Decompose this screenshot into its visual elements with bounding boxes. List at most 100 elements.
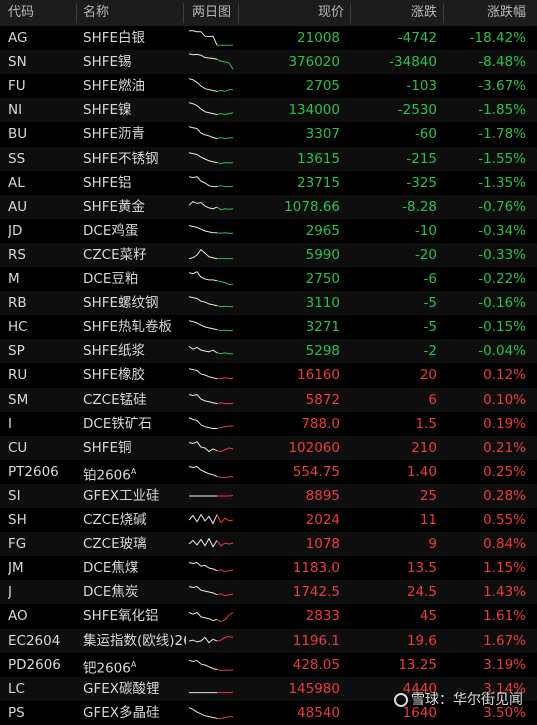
contract-name: 铂2606 — [83, 467, 131, 483]
two-day-sparkline — [187, 485, 235, 507]
contract-code: RU — [8, 363, 78, 387]
sparkline-prev-day — [189, 201, 217, 208]
header-code[interactable]: 代码 — [8, 0, 34, 26]
last-price: 428.05 — [240, 653, 340, 677]
sparkline-prev-day — [189, 613, 217, 621]
contract-code: PS — [8, 701, 78, 725]
contract-name: SHFE沥青 — [83, 122, 186, 146]
last-price: 376020 — [240, 50, 340, 74]
last-price: 16160 — [240, 363, 340, 387]
contract-code: JD — [8, 219, 78, 243]
price-change: -5 — [345, 315, 437, 339]
sparkline-prev-day — [189, 152, 217, 162]
last-price: 2750 — [240, 267, 340, 291]
price-change: -5 — [345, 291, 437, 315]
header-price[interactable]: 现价 — [240, 0, 344, 26]
two-day-sparkline — [187, 268, 235, 290]
contract-name: SHFE不锈钢 — [83, 147, 186, 171]
contract-code: PT2606 — [8, 460, 78, 484]
last-price: 1078 — [240, 532, 340, 556]
sparkline-today — [217, 515, 233, 523]
sparkline-prev-day — [189, 127, 217, 139]
contract-code: SI — [8, 484, 78, 508]
contract-code: NI — [8, 98, 78, 122]
last-price: 788.0 — [240, 412, 340, 436]
table-header: 代码 名称 两日图 现价 涨跌 涨跌幅 — [0, 0, 537, 26]
two-day-sparkline — [187, 172, 235, 194]
change-percent: -1.85% — [440, 98, 526, 122]
last-price: 1196.1 — [240, 629, 340, 653]
sparkline-today — [217, 716, 233, 718]
contract-code: JM — [8, 556, 78, 580]
watermark-text: 雪球：华尔街见闻 — [411, 692, 523, 708]
change-percent: -1.55% — [440, 147, 526, 171]
price-change: 1.5 — [345, 412, 437, 436]
contract-code: SS — [8, 147, 78, 171]
sparkline-today — [217, 613, 233, 622]
sparkline-today — [217, 281, 233, 285]
price-change: 25 — [345, 484, 437, 508]
last-price: 3271 — [240, 315, 340, 339]
price-change: -20 — [345, 243, 437, 267]
price-change: 11 — [345, 508, 437, 532]
price-change: -2530 — [345, 98, 437, 122]
two-day-sparkline — [187, 437, 235, 459]
header-two-day-chart[interactable]: 两日图 — [192, 0, 231, 26]
sparkline-today — [217, 540, 233, 545]
last-price: 1742.5 — [240, 580, 340, 604]
price-change: 13.25 — [345, 653, 437, 677]
contract-code: RS — [8, 243, 78, 267]
watermark: 雪球：华尔街见闻 — [394, 689, 523, 709]
sparkline-today — [217, 138, 233, 139]
two-day-sparkline — [187, 292, 235, 314]
two-day-sparkline — [187, 196, 235, 218]
sparkline-prev-day — [189, 466, 217, 476]
price-change: -215 — [345, 147, 437, 171]
contract-name: SHFE镍 — [83, 98, 186, 122]
header-change-pct[interactable]: 涨跌幅 — [440, 0, 526, 26]
header-name[interactable]: 名称 — [83, 0, 109, 26]
contract-name: CZCE菜籽 — [83, 243, 186, 267]
last-price: 2024 — [240, 508, 340, 532]
contract-name-cell: 铂2606A — [83, 460, 186, 484]
price-change: 45 — [345, 604, 437, 628]
sparkline-prev-day — [189, 707, 217, 718]
sparkline-today — [217, 476, 233, 477]
contract-name: SHFE橡胶 — [83, 363, 186, 387]
header-change[interactable]: 涨跌 — [345, 0, 437, 26]
sparkline-prev-day — [189, 417, 217, 428]
price-change: 13.5 — [345, 556, 437, 580]
snowball-logo-icon — [394, 693, 408, 707]
contract-name-superscript: A — [131, 660, 136, 669]
two-day-sparkline — [187, 702, 235, 724]
two-day-sparkline — [187, 75, 235, 97]
change-percent: 0.10% — [440, 388, 526, 412]
